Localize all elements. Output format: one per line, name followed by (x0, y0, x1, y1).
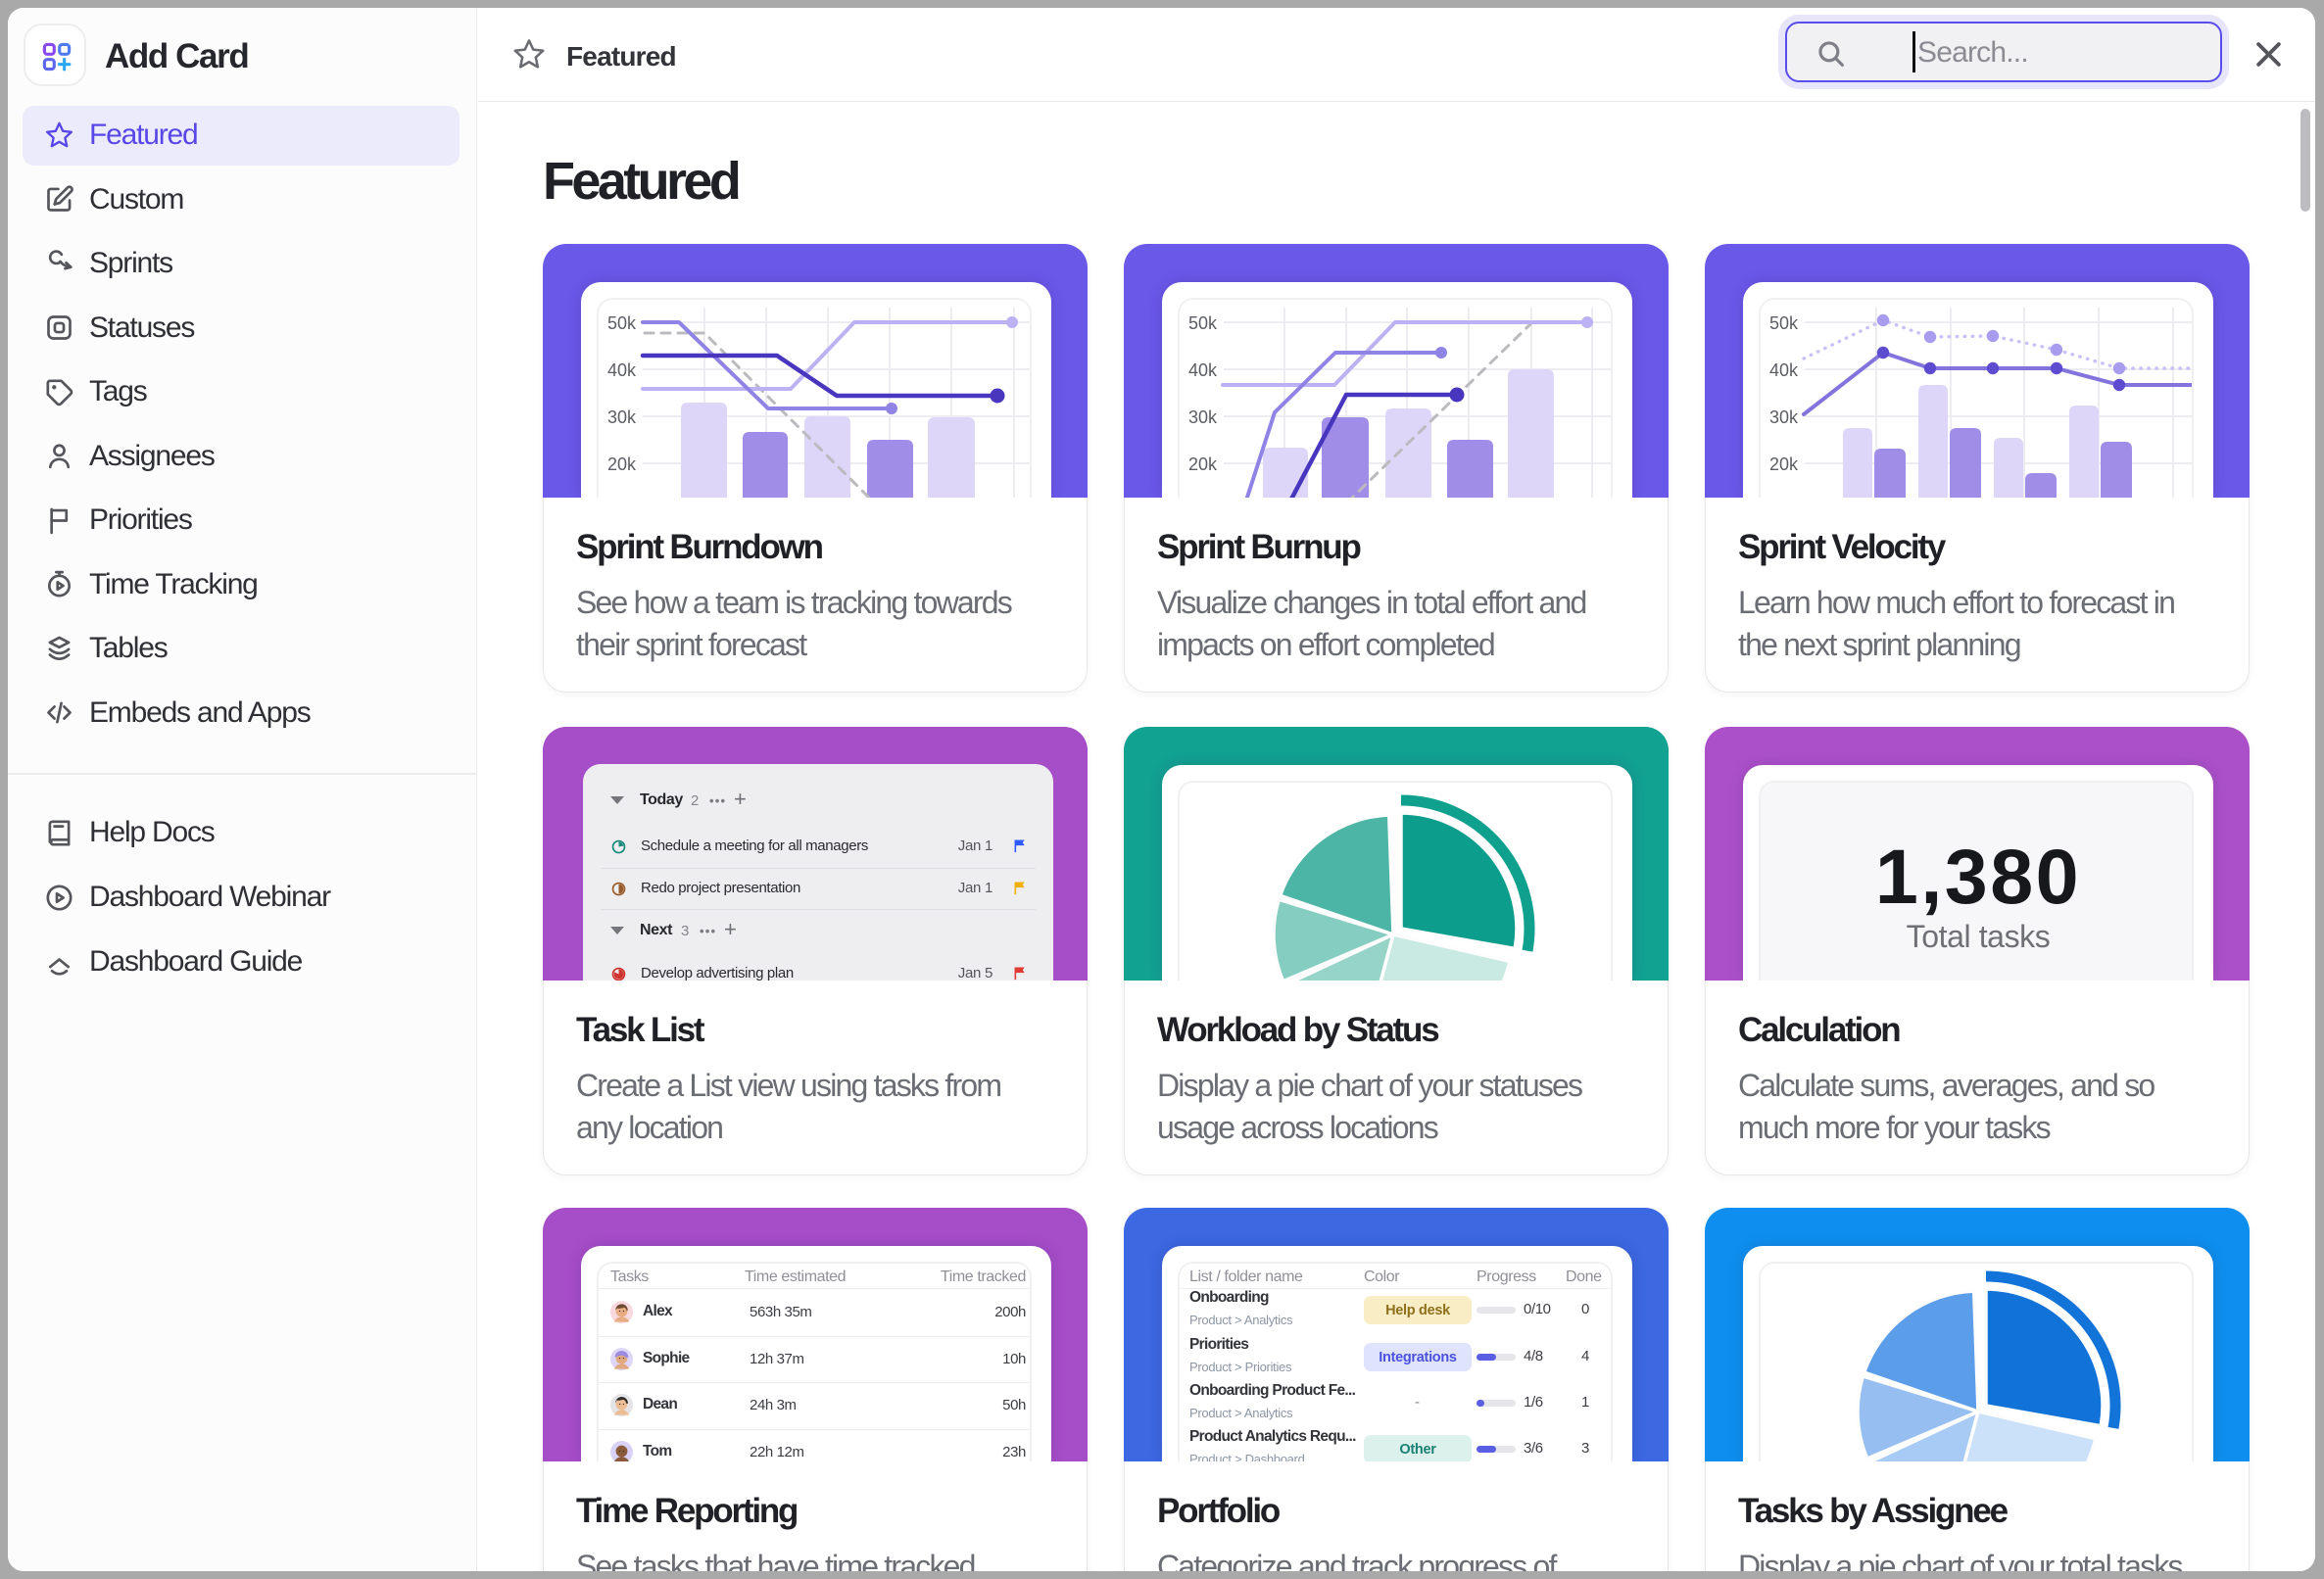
svg-text:20k: 20k (1769, 455, 1799, 474)
svg-text:30k: 30k (1188, 407, 1218, 427)
svg-text:30k: 30k (607, 407, 637, 427)
svg-text:40k: 40k (1769, 360, 1799, 380)
svg-text:40k: 40k (607, 360, 637, 380)
svg-text:50k: 50k (1188, 313, 1218, 333)
svg-text:50k: 50k (1769, 313, 1799, 333)
svg-text:20k: 20k (607, 455, 637, 474)
svg-text:50k: 50k (607, 313, 637, 333)
svg-text:30k: 30k (1769, 407, 1799, 427)
svg-text:40k: 40k (1188, 360, 1218, 380)
svg-text:20k: 20k (1188, 455, 1218, 474)
